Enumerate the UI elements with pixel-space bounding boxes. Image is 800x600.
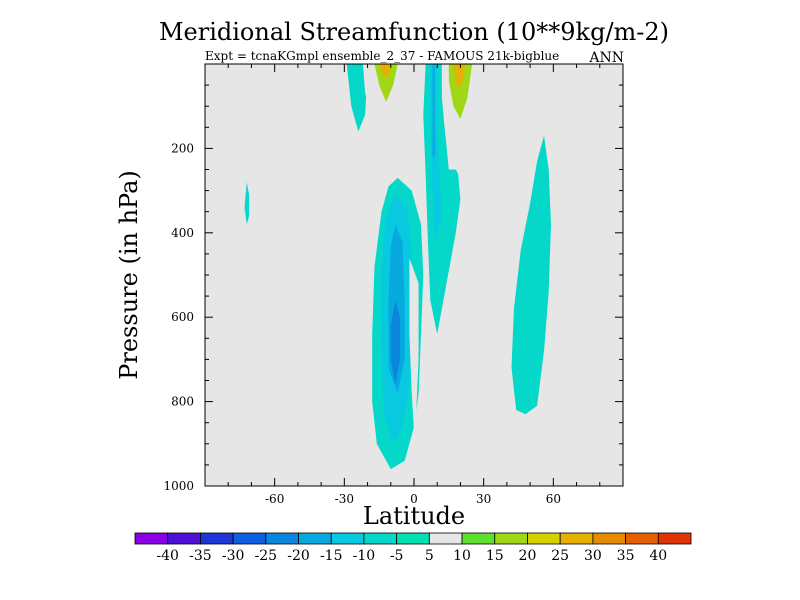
contour-neg-eq-core [432,64,435,157]
chart-subtitle: Expt = tcnaKGmpl ensemble_2_37 - FAMOUS … [205,49,559,63]
y-tick-label: 1000 [163,479,194,493]
contour-nh-pos-upper-core [453,64,466,90]
colorbar-swatch [592,532,626,545]
colorbar-label: 20 [519,548,537,564]
colorbar-label: 10 [453,548,471,564]
y-tick-label: 600 [171,310,194,324]
colorbar-swatch [527,532,561,545]
y-axis-label: Pressure (in hPa) [115,170,143,380]
colorbar-swatch [167,532,201,545]
y-tick-label: 200 [171,141,194,155]
contour-layer [218,64,551,470]
colorbar-label: -10 [353,548,376,564]
colorbar-label: 5 [425,548,434,564]
contour-neg-main-core [390,300,401,385]
contour-green-nh-small [453,325,468,385]
colorbar-swatch [265,532,299,545]
colorbar-swatch [396,532,430,545]
contour-green-left-1 [325,296,368,385]
colorbar-label: -40 [156,548,179,564]
colorbar-label: -30 [222,548,245,564]
colorbar-swatch [298,532,332,545]
colorbar-labels: -40 -35 -30 -25 -20 -15 -10 -5 5 10 15 20 25 30 35 40 [156,548,667,564]
colorbar-swatch [428,532,463,545]
contour-green-near-eq [409,258,419,432]
colorbar-label: 15 [486,548,504,564]
colorbar-label: -25 [255,548,278,564]
season-label: ANN [588,50,624,66]
colorbar-swatch [363,532,398,545]
x-tick-label: -30 [335,492,354,506]
plot-frame [204,63,624,487]
colorbar-swatch [200,532,234,545]
colorbar-swatch [330,532,365,545]
contour-sh-pos-upper-core [379,64,391,77]
x-axis-label: Latitude [363,502,465,530]
colorbar [134,532,692,545]
y-tick-label: 800 [171,395,194,409]
x-tick-label: 30 [476,492,491,506]
colorbar-swatch [559,532,594,545]
contour-sh-green-2 [265,64,298,128]
x-tick-label: 0 [410,492,418,506]
contour-cyan-nh-big [511,135,551,415]
colorbar-label: -20 [287,548,310,564]
colorbar-label: 40 [649,548,667,564]
tick-labels: -60 -30 0 30 60 200 400 600 800 1000 [163,141,561,506]
colorbar-swatch [461,532,496,545]
contour-nh-pos-upper-mid [448,64,473,119]
colorbar-label: 35 [617,548,635,564]
colorbar-swatch [625,532,659,545]
colorbar-label: -35 [189,548,212,564]
colorbar-label: -5 [390,548,404,564]
contour-sh-green-1 [218,64,236,90]
contour-sh-pos-upper-mid [374,64,398,102]
colorbar-label: -15 [320,548,343,564]
colorbar-label: 25 [551,548,569,564]
colorbar-swatch [134,532,169,545]
colorbar-swatch [657,532,692,545]
colorbar-label: 30 [584,548,602,564]
colorbar-swatch [494,532,528,545]
chart-title: Meridional Streamfunction (10**9kg/m-2) [159,18,669,46]
x-tick-label: 60 [546,492,561,506]
contour-sh-pos-upper-outer [362,64,405,136]
x-tick-label: -60 [265,492,284,506]
y-tick-label: 400 [171,226,194,240]
colorbar-swatch [232,532,267,545]
contour-sh-neg-upper [346,64,368,132]
contour-tiny-blob [244,182,250,225]
contour-sh-green-3 [316,64,338,128]
contour-green-left-2 [355,152,370,356]
